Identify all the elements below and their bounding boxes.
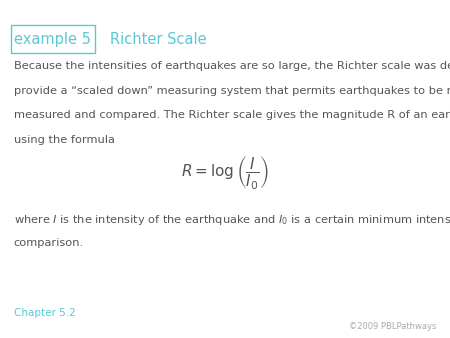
Text: Chapter 5.2: Chapter 5.2: [14, 308, 75, 318]
FancyBboxPatch shape: [11, 25, 94, 53]
Text: $R = \log\left(\dfrac{I}{I_0}\right)$: $R = \log\left(\dfrac{I}{I_0}\right)$: [181, 154, 269, 191]
Text: Richter Scale: Richter Scale: [110, 32, 207, 47]
Text: measured and compared. The Richter scale gives the magnitude R of an earthquake: measured and compared. The Richter scale…: [14, 110, 450, 120]
Text: ©2009 PBLPathways: ©2009 PBLPathways: [349, 321, 436, 331]
Text: example 5: example 5: [14, 32, 91, 47]
Text: Because the intensities of earthquakes are so large, the Richter scale was devel: Because the intensities of earthquakes a…: [14, 61, 450, 71]
Text: using the formula: using the formula: [14, 135, 114, 145]
Text: provide a “scaled down” measuring system that permits earthquakes to be more eas: provide a “scaled down” measuring system…: [14, 86, 450, 96]
Text: where $I$ is the intensity of the earthquake and $I_0$ is a certain minimum inte: where $I$ is the intensity of the earthq…: [14, 213, 450, 227]
Text: comparison.: comparison.: [14, 238, 84, 248]
